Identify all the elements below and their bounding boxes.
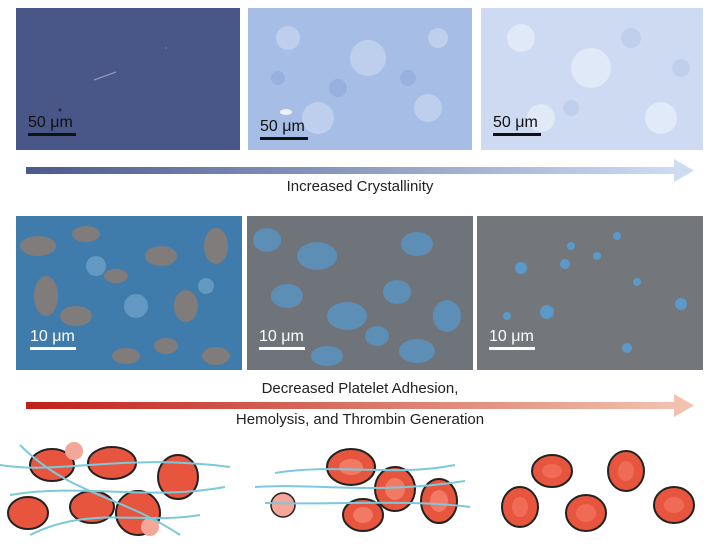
scale-bar: 10 μm — [259, 328, 305, 350]
scale-bar-label: 50 μm — [493, 114, 538, 131]
sem-panel-1: 10 μm — [16, 216, 242, 370]
scale-bar: 10 μm — [30, 328, 76, 350]
scale-bar: 10 μm — [489, 328, 535, 350]
scale-bar-label: 10 μm — [489, 328, 534, 345]
crystallinity-arrow — [26, 159, 694, 182]
medium-adhesion-clot — [255, 448, 471, 532]
adhesion-label-line2: Hemolysis, and Thrombin Generation — [235, 411, 485, 428]
scale-bar-label: 10 μm — [259, 328, 304, 345]
scale-bar-label: 50 μm — [28, 114, 73, 131]
sem-panel-2: 10 μm — [247, 216, 473, 370]
optical-panel-2: 50 μm — [248, 8, 472, 150]
high-adhesion-clot — [0, 442, 231, 536]
optical-panel-1: 50 μm — [16, 8, 240, 150]
scale-bar: 50 μm — [28, 114, 76, 136]
free-red-blood-cells — [501, 450, 695, 532]
crystallinity-label: Increased Crystallinity — [286, 178, 434, 195]
adhesion-label-line1: Decreased Platelet Adhesion, — [261, 380, 459, 397]
scale-bar: 50 μm — [493, 114, 541, 136]
scale-bar-label: 50 μm — [260, 118, 305, 135]
sem-panel-3: 10 μm — [477, 216, 703, 370]
scale-bar: 50 μm — [260, 118, 308, 140]
scale-bar-label: 10 μm — [30, 328, 75, 345]
optical-panel-3: 50 μm — [481, 8, 703, 150]
adhesion-arrow — [26, 394, 694, 417]
